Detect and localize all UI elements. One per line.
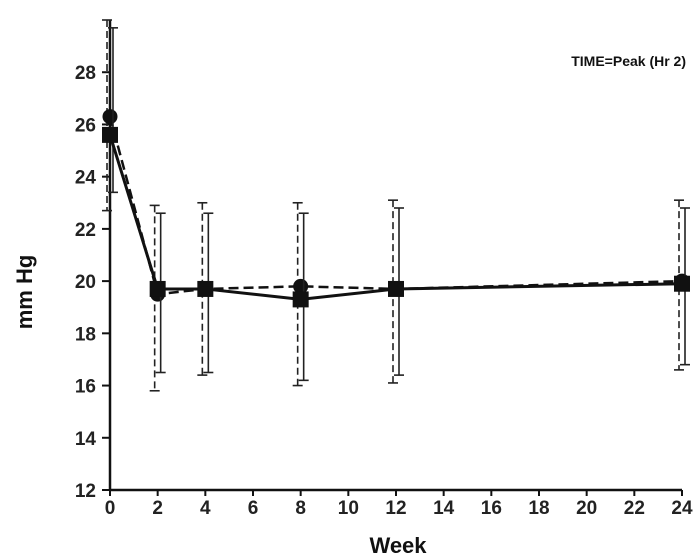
x-tick-label: 20 [576,498,597,519]
data-point [102,109,118,125]
chart-annotation: TIME=Peak (Hr 2) [571,53,686,69]
x-tick-label: 0 [105,498,116,519]
x-tick-label: 12 [385,498,406,519]
x-ticks: 0 2 4 6 8 10 12 14 16 18 20 22 24 [105,490,693,519]
axes [108,20,682,492]
y-tick-label: 22 [75,220,96,241]
x-tick-label: 24 [671,498,693,519]
x-tick-label: 2 [152,498,163,519]
y-tick-label: 18 [75,324,96,345]
x-tick-label: 4 [200,498,211,519]
x-tick-label: 16 [481,498,502,519]
series-line [108,116,683,296]
x-tick-label: 10 [338,498,359,519]
y-tick-label: 14 [75,429,97,450]
x-tick-label: 22 [624,498,645,519]
data-point [388,280,404,297]
x-tick-label: 18 [528,498,549,519]
series-1 [102,19,690,392]
data-point [292,291,309,308]
y-ticks: 12 14 16 18 20 22 24 26 28 [75,63,110,502]
y-tick-label: 16 [75,377,96,398]
y-tick-label: 26 [75,115,96,136]
y-tick-label: 20 [75,272,96,293]
x-tick-label: 14 [433,498,455,519]
x-tick-label: 6 [248,498,259,519]
x-tick-label: 8 [295,498,306,519]
y-tick-label: 28 [75,63,96,84]
data-point [674,275,690,292]
data-point [197,280,214,297]
y-tick-label: 24 [75,168,97,189]
series-line [108,134,683,301]
x-axis-label: Week [369,533,427,558]
y-tick-label: 12 [75,481,96,502]
series-layer [102,19,690,392]
series-2 [102,27,690,382]
y-axis-label: mm Hg [12,255,37,330]
data-point [149,280,166,297]
data-point [102,126,118,143]
